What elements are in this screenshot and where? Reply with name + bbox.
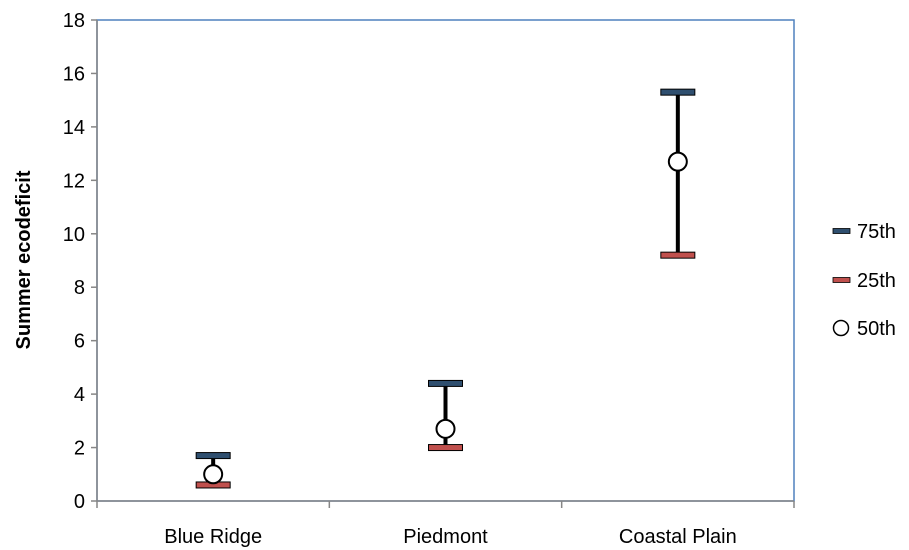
y-tick-label: 2 (74, 438, 85, 460)
x-category-label: Coastal Plain (619, 526, 737, 548)
legend-label: 50th (857, 318, 896, 340)
x-category-label: Piedmont (403, 526, 488, 548)
y-axis-ticks: 0 2 4 6 8 10 12 14 16 18 (63, 10, 97, 513)
y-tick-label: 0 (74, 491, 85, 513)
legend: 75th 25th 50th (832, 221, 896, 340)
y-tick-label: 18 (63, 10, 85, 32)
legend-swatch-25th (832, 277, 851, 283)
y-tick-label: 16 (63, 63, 85, 85)
legend-label: 25th (857, 270, 896, 292)
p50-marker (203, 464, 224, 485)
y-tick-label: 4 (74, 384, 85, 406)
y-tick-label: 8 (74, 277, 85, 299)
p50-marker (435, 418, 456, 439)
legend-swatch-75th (832, 228, 851, 234)
p25-marker (428, 444, 463, 452)
p75-marker (195, 452, 231, 460)
y-tick-label: 14 (63, 117, 85, 139)
legend-swatch-50th (832, 319, 850, 337)
y-tick-label: 12 (63, 170, 85, 192)
p75-marker (428, 379, 463, 387)
data-marks (195, 88, 696, 489)
legend-label: 75th (857, 221, 896, 243)
p25-marker (660, 251, 696, 259)
y-tick-label: 10 (63, 224, 85, 246)
y-tick-label: 6 (74, 331, 85, 353)
p50-marker (667, 151, 688, 172)
y-axis-title: Summer ecodeficit (13, 170, 35, 349)
x-axis-ticks: Blue Ridge Piedmont Coastal Plain (96, 501, 795, 548)
x-category-label: Blue Ridge (164, 526, 262, 548)
p75-marker (660, 88, 696, 96)
